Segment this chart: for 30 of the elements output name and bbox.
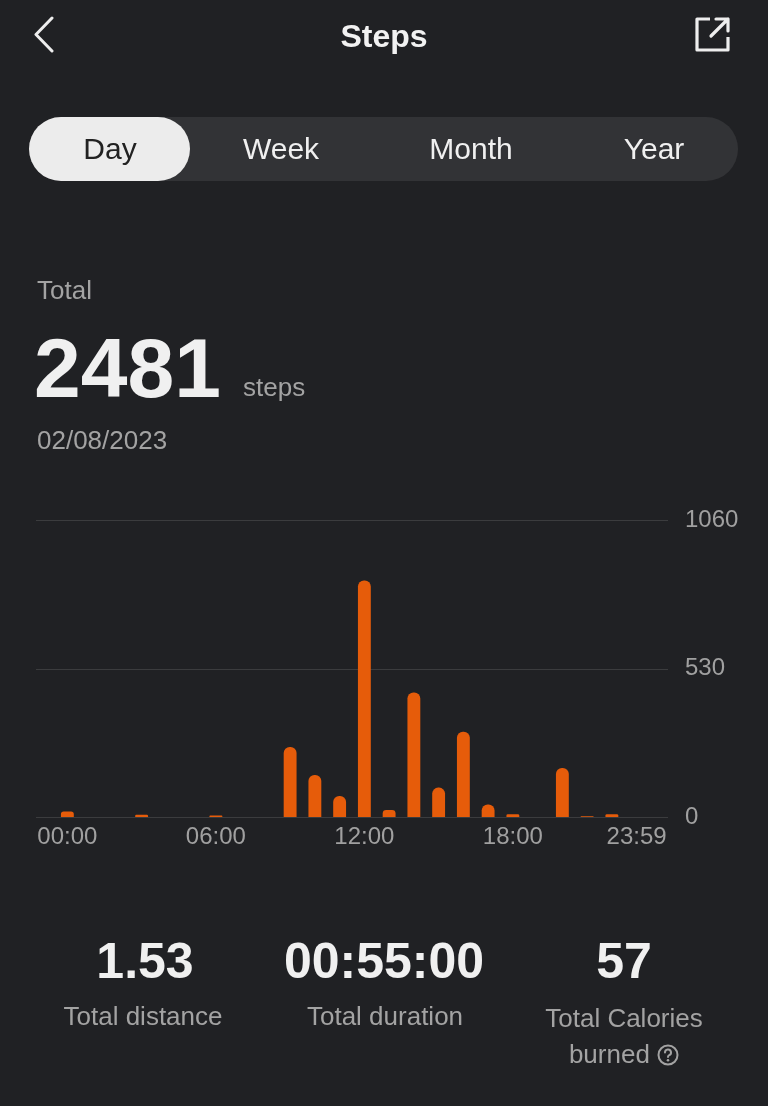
text: Total Calories burned xyxy=(545,1003,703,1069)
bar xyxy=(555,768,569,817)
text: Month xyxy=(429,131,513,167)
bar xyxy=(456,731,470,817)
x-tick-label: 18:00 xyxy=(482,822,543,850)
chart-title: Steps xyxy=(340,18,428,54)
text: Year xyxy=(623,131,685,167)
bar xyxy=(407,692,421,817)
text: steps xyxy=(243,372,306,402)
bar xyxy=(308,775,322,817)
text: Total duration xyxy=(306,1001,464,1031)
y-tick-label: 1060 xyxy=(685,505,739,533)
text: Day xyxy=(83,131,137,167)
x-tick-label: 06:00 xyxy=(185,822,246,850)
text: 2481 xyxy=(34,321,221,415)
y-tick-label: 530 xyxy=(685,653,726,681)
text: Week xyxy=(242,131,320,167)
bar xyxy=(283,747,297,817)
text: 57 xyxy=(596,933,652,989)
x-tick-label: 12:00 xyxy=(334,822,395,850)
text: Total distance xyxy=(63,1001,223,1031)
bar xyxy=(432,787,446,817)
y-tick-label: 0 xyxy=(685,801,699,829)
text: 00:55:00 xyxy=(283,933,485,989)
x-tick-label: 23:59 xyxy=(606,822,667,850)
text: Total xyxy=(37,275,92,305)
x-tick-label: 00:00 xyxy=(37,822,98,850)
text: 02/08/2023 xyxy=(37,425,168,455)
text: 1.53 xyxy=(96,933,194,989)
bar xyxy=(357,580,371,817)
